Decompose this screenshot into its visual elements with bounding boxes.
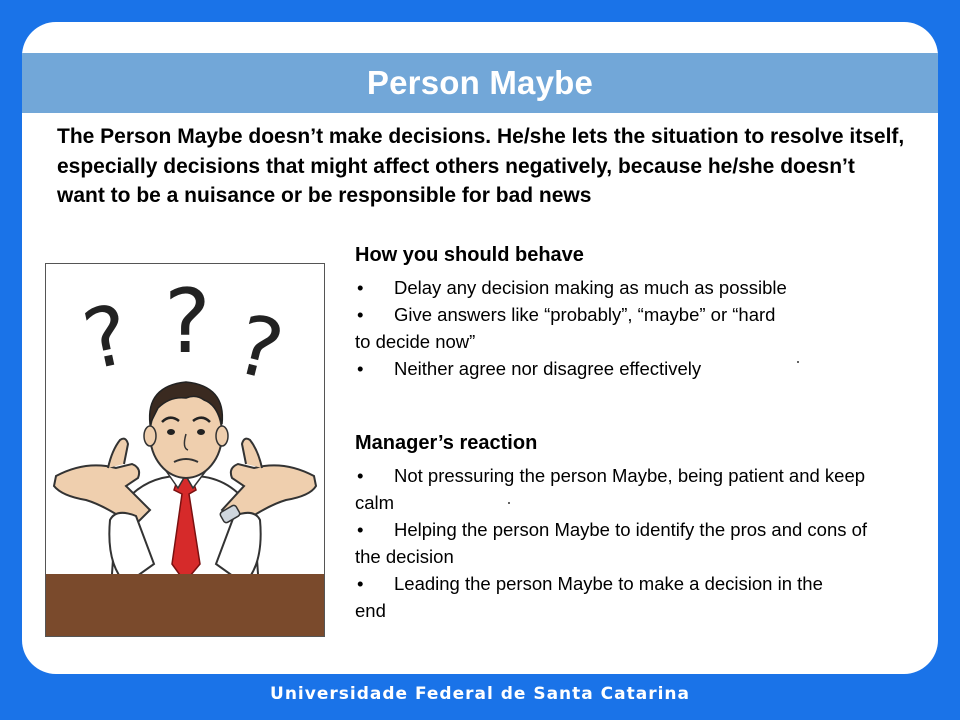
bullet-icon: • xyxy=(357,573,364,594)
bullet-icon: • xyxy=(357,277,364,298)
question-mark-icon: ? xyxy=(75,287,137,389)
reaction-section: Manager’s reaction • Not pressuring the p… xyxy=(355,430,895,624)
right-hand xyxy=(220,462,318,528)
list-item: • Leading the person Maybe to make a deci… xyxy=(355,570,855,624)
question-mark-icon: ? xyxy=(226,297,291,400)
bullet-icon: • xyxy=(357,358,364,379)
list-item-text: Neither agree nor disagree effectively xyxy=(394,358,702,379)
list-item: • Not pressuring the person Maybe, being … xyxy=(355,462,875,516)
list-item-text: Leading the person Maybe to make a decis… xyxy=(355,573,823,621)
bullet-icon: • xyxy=(357,519,364,540)
list-item-text: Delay any decision making as much as pos… xyxy=(394,277,787,298)
reaction-heading: Manager’s reaction xyxy=(355,432,538,454)
intro-paragraph: The Person Maybe doesn’t make decisions.… xyxy=(57,125,905,207)
list-item-text: Helping the person Maybe to identify the… xyxy=(355,519,868,567)
stray-dot xyxy=(508,502,510,504)
title-band: Person Maybe xyxy=(22,53,938,113)
behave-list: • Delay any decision making as much as po… xyxy=(355,274,895,382)
slide-card: Person Maybe The Person Maybe doesn’t ma… xyxy=(22,22,938,674)
footer-institution: Universidade Federal de Santa Catarina xyxy=(270,684,690,704)
reaction-list: • Not pressuring the person Maybe, being … xyxy=(355,462,895,624)
list-item: • Delay any decision making as much as po… xyxy=(355,274,895,301)
list-item: • Neither agree nor disagree effectively xyxy=(355,355,895,382)
slide-title: Person Maybe xyxy=(366,64,594,101)
bullet-icon: • xyxy=(357,465,364,486)
list-item: • Helping the person Maybe to identify th… xyxy=(355,516,895,570)
bullet-icon: • xyxy=(357,304,364,325)
behave-section: How you should behave • Delay any decisio… xyxy=(355,242,895,382)
list-item-text: Not pressuring the person Maybe, being p… xyxy=(355,465,866,513)
confused-person-illustration: ? ? ? xyxy=(45,263,325,637)
behave-heading: How you should behave xyxy=(355,244,584,266)
desk xyxy=(46,574,324,636)
list-item: • Give answers like “probably”, “maybe” o… xyxy=(355,301,795,355)
list-item-text: Give answers like “probably”, “maybe” or… xyxy=(355,304,776,352)
stray-dot xyxy=(797,361,799,363)
left-hand xyxy=(52,462,152,528)
question-mark-icon: ? xyxy=(164,270,211,373)
illustration-svg: ? ? ? xyxy=(46,270,324,636)
